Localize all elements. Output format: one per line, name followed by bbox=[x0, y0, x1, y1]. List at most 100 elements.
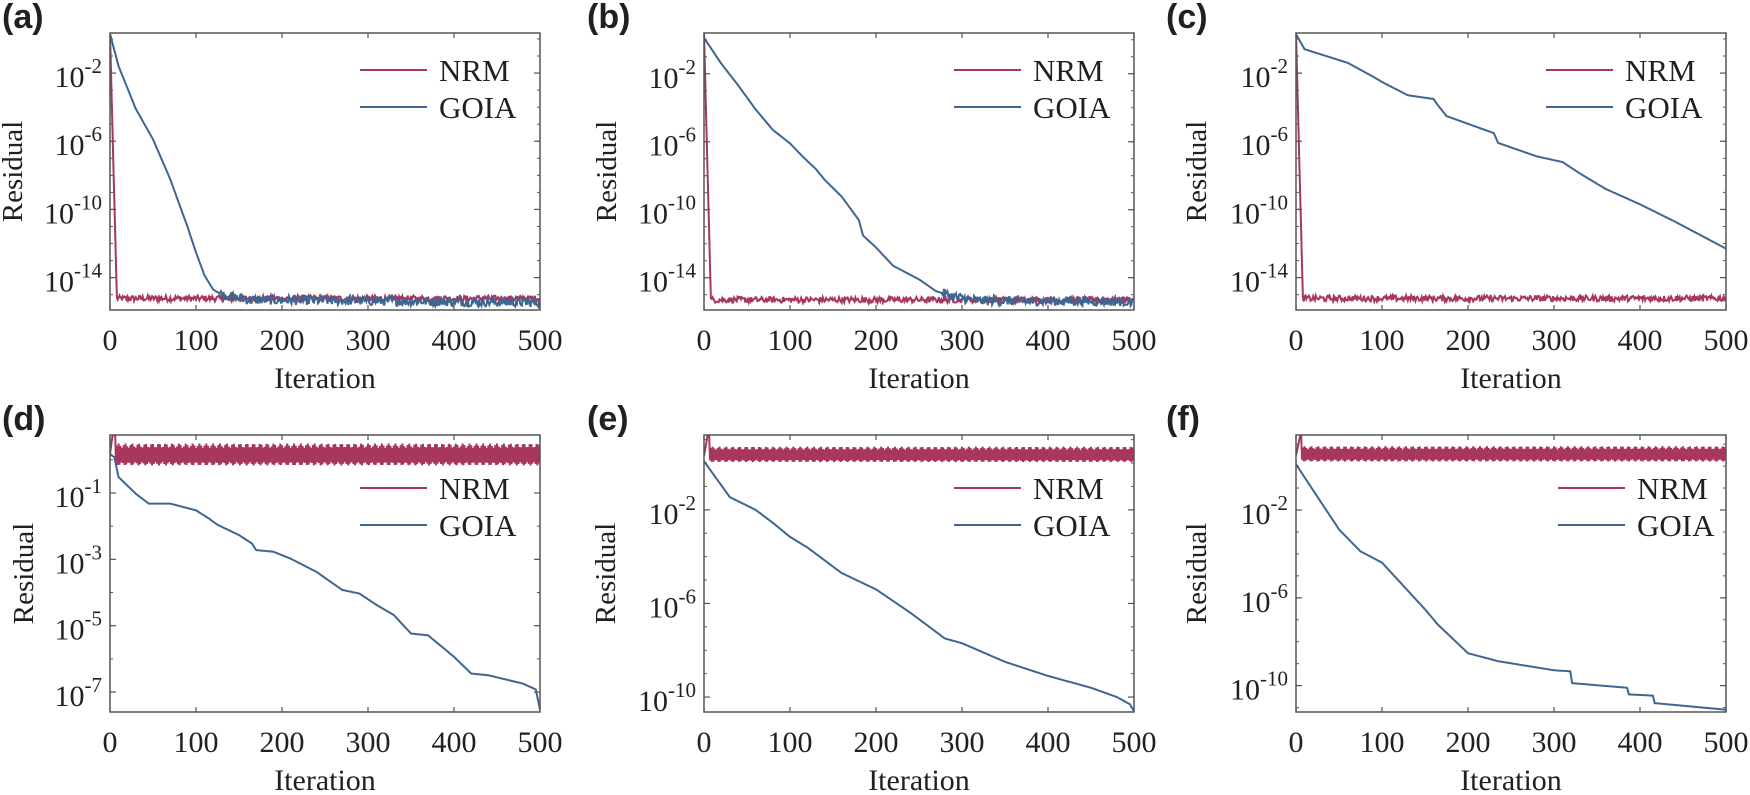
subplot-a: (a)0 100 200 300 400 50010-210-610-1010-14Ite… bbox=[0, 0, 563, 395]
x-tick-label: 400 bbox=[432, 324, 477, 357]
x-tick-label: 100 bbox=[174, 324, 219, 357]
y-tick-label: 10-10 bbox=[44, 190, 102, 230]
legend-label: NRM bbox=[439, 53, 510, 88]
y-tick-base: 10 bbox=[649, 62, 679, 95]
legend-label: GOIA bbox=[1637, 508, 1715, 543]
x-tick-label: 0 bbox=[697, 324, 712, 357]
y-tick-exponent: -6 bbox=[679, 123, 697, 147]
y-tick-base: 10 bbox=[55, 129, 85, 162]
x-axis-label: Iteration bbox=[868, 362, 970, 395]
x-axis-label: Iteration bbox=[1460, 362, 1562, 395]
panel-label: (b) bbox=[587, 0, 630, 36]
y-tick-base: 10 bbox=[638, 266, 668, 299]
y-tick-label: 10-3 bbox=[55, 540, 103, 580]
y-tick-base: 10 bbox=[1230, 197, 1260, 230]
y-tick-base: 10 bbox=[1230, 674, 1260, 707]
y-tick-exponent: -14 bbox=[1260, 259, 1288, 283]
y-tick-exponent: -6 bbox=[85, 122, 103, 146]
y-tick-exponent: -7 bbox=[85, 673, 103, 697]
panel-label: (e) bbox=[587, 400, 629, 438]
x-tick-label: 300 bbox=[346, 726, 391, 759]
plot-area bbox=[1296, 33, 1726, 306]
panel-label: (d) bbox=[2, 400, 45, 438]
legend-item-goia: GOIA bbox=[360, 508, 517, 543]
subplot-e: (e)0 100 200 300 400 50010-210-610-10Iteratio… bbox=[587, 400, 1157, 795]
subplot-b: (b)0 100 200 300 400 50010-210-610-1010-14Ite… bbox=[587, 0, 1157, 395]
y-tick-exponent: -14 bbox=[668, 259, 696, 283]
y-tick-base: 10 bbox=[1241, 586, 1271, 619]
x-tick-label: 500 bbox=[518, 726, 563, 759]
x-tick-label: 0 bbox=[1289, 726, 1304, 759]
y-tick-exponent: -2 bbox=[1271, 491, 1289, 515]
x-tick-label: 200 bbox=[854, 726, 899, 759]
y-tick-base: 10 bbox=[55, 547, 85, 580]
x-tick-label: 300 bbox=[940, 726, 985, 759]
y-tick-exponent: -6 bbox=[1271, 579, 1289, 603]
y-tick-exponent: -10 bbox=[668, 191, 696, 215]
y-tick-base: 10 bbox=[638, 685, 668, 718]
y-tick-exponent: -2 bbox=[85, 54, 103, 78]
y-tick-base: 10 bbox=[649, 130, 679, 163]
x-tick-label: 400 bbox=[432, 726, 477, 759]
y-tick-base: 10 bbox=[44, 266, 74, 299]
plot-area bbox=[704, 33, 1134, 309]
y-axis-label: Residual bbox=[1181, 121, 1213, 223]
y-tick-exponent: -14 bbox=[74, 259, 102, 283]
y-tick-label: 10-6 bbox=[1241, 579, 1289, 619]
axes-frame bbox=[109, 434, 541, 713]
panel-label: (f) bbox=[1166, 400, 1200, 438]
series-line-nrm bbox=[704, 435, 1134, 463]
x-tick-label: 0 bbox=[103, 726, 118, 759]
y-tick-exponent: -1 bbox=[85, 474, 103, 498]
y-tick-label: 10-6 bbox=[649, 584, 697, 624]
y-tick-base: 10 bbox=[1241, 498, 1271, 531]
plot-area bbox=[110, 33, 540, 310]
legend-item-nrm: NRM bbox=[360, 471, 510, 506]
legend-label: NRM bbox=[1033, 471, 1104, 506]
x-axis-label: Iteration bbox=[274, 764, 376, 795]
x-tick-label: 300 bbox=[1532, 324, 1577, 357]
y-axis-label: Residual bbox=[8, 523, 40, 625]
y-tick-label: 10-10 bbox=[1230, 190, 1288, 230]
y-tick-label: 10-2 bbox=[649, 55, 697, 95]
x-tick-label: 300 bbox=[940, 324, 985, 357]
panel-label: (a) bbox=[2, 0, 44, 36]
plot-area bbox=[110, 435, 540, 710]
x-tick-label: 200 bbox=[1446, 726, 1491, 759]
legend-item-nrm: NRM bbox=[954, 471, 1104, 506]
y-tick-label: 10-14 bbox=[638, 259, 696, 299]
y-tick-label: 10-7 bbox=[55, 673, 103, 713]
y-tick-exponent: -6 bbox=[679, 584, 697, 608]
x-axis-label: Iteration bbox=[274, 362, 376, 395]
x-tick-label: 100 bbox=[174, 726, 219, 759]
legend-label: GOIA bbox=[439, 508, 517, 543]
y-tick-base: 10 bbox=[55, 614, 85, 647]
series-line-goia bbox=[110, 453, 540, 710]
series-line-goia bbox=[110, 33, 540, 310]
y-tick-label: 10-10 bbox=[1230, 667, 1288, 707]
legend-item-goia: GOIA bbox=[360, 90, 517, 125]
axes-frame bbox=[1295, 32, 1727, 311]
x-tick-label: 200 bbox=[260, 324, 305, 357]
y-axis-label: Residual bbox=[1181, 523, 1213, 625]
x-tick-label: 400 bbox=[1618, 726, 1663, 759]
x-tick-label: 500 bbox=[1704, 726, 1749, 759]
y-tick-base: 10 bbox=[55, 680, 85, 713]
y-tick-exponent: -3 bbox=[85, 540, 103, 564]
legend-label: GOIA bbox=[1033, 90, 1111, 125]
legend-label: NRM bbox=[1033, 53, 1104, 88]
y-tick-base: 10 bbox=[649, 498, 679, 531]
y-tick-label: 10-2 bbox=[1241, 491, 1289, 531]
x-tick-label: 500 bbox=[518, 324, 563, 357]
legend-item-goia: GOIA bbox=[954, 508, 1111, 543]
y-tick-exponent: -2 bbox=[679, 491, 697, 515]
x-tick-label: 0 bbox=[697, 726, 712, 759]
y-tick-exponent: -10 bbox=[668, 678, 696, 702]
subplot-d: (d)0 100 200 300 400 50010-110-310-510-7Itera… bbox=[2, 400, 563, 795]
y-tick-label: 10-14 bbox=[44, 259, 102, 299]
legend-item-nrm: NRM bbox=[954, 53, 1104, 88]
